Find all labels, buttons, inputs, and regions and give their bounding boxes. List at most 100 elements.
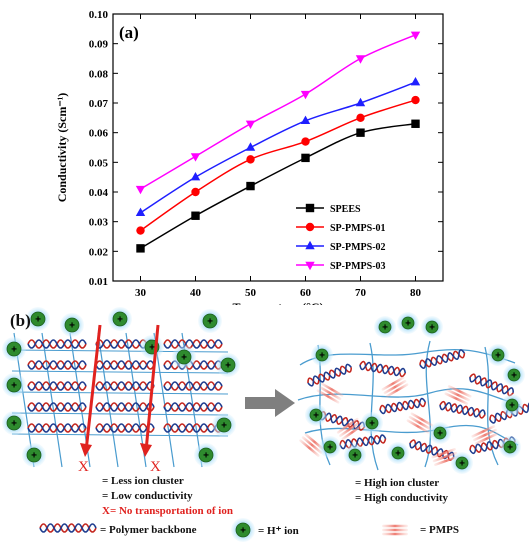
helix-strand bbox=[359, 361, 407, 377]
legend-pmps-label: = PMPS bbox=[420, 524, 459, 536]
legend-polymer-label: = Polymer backbone bbox=[100, 524, 197, 536]
note-low-conductivity: = Low conductivity bbox=[102, 490, 193, 502]
h-ion: + bbox=[305, 404, 327, 426]
h-ion: + bbox=[140, 335, 164, 359]
ion-plus: + bbox=[395, 449, 401, 460]
ion-plus: + bbox=[369, 419, 375, 430]
ion-core bbox=[433, 426, 447, 440]
ion-plus: + bbox=[327, 443, 333, 454]
x-tick-label: 80 bbox=[410, 287, 422, 299]
h-ion: + bbox=[216, 353, 240, 377]
helix-strand bbox=[419, 349, 466, 369]
data-point bbox=[411, 119, 420, 128]
h-ion: + bbox=[501, 394, 523, 416]
ion-plus: + bbox=[382, 323, 388, 334]
pmps-bar bbox=[382, 528, 408, 532]
pmps-bar bbox=[446, 388, 470, 402]
helix-strand bbox=[95, 402, 155, 412]
pmps-bar bbox=[444, 392, 469, 405]
h-ion: + bbox=[487, 344, 509, 366]
polymer-helix bbox=[439, 400, 486, 419]
pmps-bar bbox=[336, 417, 359, 434]
pmps-bar bbox=[408, 415, 432, 431]
data-point bbox=[245, 120, 256, 129]
red-arrowhead bbox=[80, 443, 92, 457]
helix-strand bbox=[379, 397, 426, 415]
helix-strand bbox=[339, 434, 387, 450]
red-arrow bbox=[144, 324, 160, 452]
ion-plus: + bbox=[313, 411, 319, 422]
ion-plus: + bbox=[405, 319, 411, 330]
ion-core bbox=[503, 440, 517, 454]
pmps-bar bbox=[447, 385, 472, 398]
ion-plus: + bbox=[69, 321, 75, 332]
panel-b-label: (b) bbox=[10, 311, 31, 330]
data-point bbox=[301, 153, 310, 163]
ion-plus: + bbox=[149, 343, 155, 354]
helix-strand bbox=[307, 363, 352, 387]
y-tick-label: 0.05 bbox=[89, 157, 109, 169]
membrane-left: + + + + + + + + + + + + + bbox=[2, 307, 240, 468]
pmps-cluster bbox=[406, 412, 434, 434]
ion-plus: + bbox=[11, 345, 17, 356]
legend-label: SP-PMPS-01 bbox=[330, 223, 386, 234]
helix-strand bbox=[27, 339, 87, 349]
polymer-helix bbox=[359, 360, 407, 378]
ion-plus: + bbox=[437, 429, 443, 440]
helix-strand bbox=[439, 402, 486, 418]
ion-plus: + bbox=[429, 323, 435, 334]
ion-plus: + bbox=[240, 526, 246, 537]
pmps-bar bbox=[316, 389, 340, 404]
helix-strand bbox=[39, 523, 97, 533]
polymer-chain bbox=[484, 346, 499, 466]
pmps-bar bbox=[341, 424, 364, 441]
legend-label: SP-PMPS-02 bbox=[330, 242, 386, 253]
ion-plus: + bbox=[11, 419, 17, 430]
ion-plus: + bbox=[11, 381, 17, 392]
h-ion: + bbox=[451, 452, 473, 474]
h-ion: + bbox=[319, 436, 341, 458]
ion-plus: + bbox=[221, 421, 227, 432]
polymer-helix bbox=[163, 339, 223, 349]
data-point bbox=[191, 187, 200, 197]
h-ion: + bbox=[2, 373, 26, 397]
ion-core bbox=[378, 320, 392, 334]
arrow-head bbox=[275, 389, 295, 417]
ion-plus: + bbox=[117, 315, 123, 326]
pmps-bar bbox=[431, 448, 456, 459]
ion-core bbox=[64, 317, 80, 333]
ion-core bbox=[235, 522, 251, 538]
helix-strand bbox=[27, 360, 87, 370]
plot-frame bbox=[112, 13, 444, 282]
polymer-chain bbox=[11, 412, 229, 416]
polymer-helix bbox=[163, 402, 223, 412]
series-line bbox=[140, 123, 416, 250]
helix-strand bbox=[95, 423, 155, 433]
pmps-cluster bbox=[336, 417, 364, 441]
polymer-helix bbox=[27, 402, 87, 412]
pmps-bar bbox=[320, 382, 344, 397]
pmps-bar bbox=[474, 432, 499, 445]
ion-core bbox=[202, 313, 218, 329]
polymer-chain bbox=[41, 332, 63, 468]
polymer-helix bbox=[95, 381, 155, 391]
x-tick-label: 70 bbox=[355, 287, 367, 299]
data-point bbox=[190, 153, 201, 162]
pmps-cluster bbox=[381, 376, 409, 398]
h-ion: + bbox=[172, 345, 196, 369]
data-point bbox=[356, 128, 365, 137]
pmps-bar bbox=[299, 439, 320, 457]
legend-marker bbox=[305, 240, 315, 250]
y-tick-label: 0.06 bbox=[89, 128, 109, 140]
helix-strand bbox=[27, 423, 87, 433]
legend-marker bbox=[305, 203, 315, 213]
ion-plus: + bbox=[35, 315, 41, 326]
h-ion: + bbox=[421, 316, 443, 338]
pmps-cluster bbox=[471, 425, 499, 445]
helix-strand bbox=[163, 381, 223, 391]
y-tick-label: 0.04 bbox=[89, 187, 109, 199]
series-sp-pmps-02 bbox=[135, 77, 421, 216]
polymer-helix bbox=[27, 339, 87, 349]
data-point bbox=[355, 97, 366, 107]
ion-core bbox=[323, 440, 337, 454]
